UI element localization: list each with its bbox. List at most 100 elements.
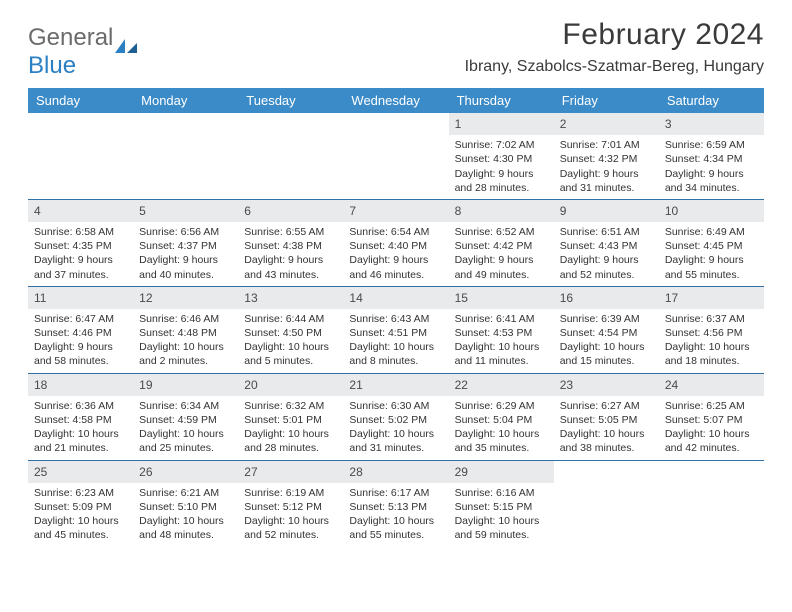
- sunrise-text: Sunrise: 6:46 AM: [139, 312, 232, 326]
- day-number: 3: [659, 113, 764, 135]
- day-number: 13: [238, 287, 343, 309]
- title-block: February 2024 Ibrany, Szabolcs-Szatmar-B…: [465, 18, 764, 84]
- day-cell: [28, 113, 133, 199]
- calendar-page: General Blue February 2024 Ibrany, Szabo…: [0, 0, 792, 564]
- sunrise-text: Sunrise: 6:32 AM: [244, 399, 337, 413]
- daylight-text: Daylight: 10 hours and 21 minutes.: [34, 427, 127, 455]
- sunset-text: Sunset: 4:56 PM: [665, 326, 758, 340]
- day-details: Sunrise: 6:44 AMSunset: 4:50 PMDaylight:…: [238, 309, 343, 373]
- weekday-row: Sunday Monday Tuesday Wednesday Thursday…: [28, 88, 764, 113]
- daylight-text: Daylight: 10 hours and 35 minutes.: [455, 427, 548, 455]
- daylight-text: Daylight: 10 hours and 28 minutes.: [244, 427, 337, 455]
- calendar-table: Sunday Monday Tuesday Wednesday Thursday…: [28, 88, 764, 546]
- day-details: Sunrise: 6:29 AMSunset: 5:04 PMDaylight:…: [449, 396, 554, 460]
- day-number: 18: [28, 374, 133, 396]
- sunrise-text: Sunrise: 6:17 AM: [349, 486, 442, 500]
- sunset-text: Sunset: 5:07 PM: [665, 413, 758, 427]
- calendar-head: Sunday Monday Tuesday Wednesday Thursday…: [28, 88, 764, 113]
- sunrise-text: Sunrise: 6:34 AM: [139, 399, 232, 413]
- sunset-text: Sunset: 5:01 PM: [244, 413, 337, 427]
- day-cell: 27Sunrise: 6:19 AMSunset: 5:12 PMDayligh…: [238, 460, 343, 546]
- day-number: 14: [343, 287, 448, 309]
- daylight-text: Daylight: 9 hours and 58 minutes.: [34, 340, 127, 368]
- logo-sail-icon: [115, 32, 137, 46]
- location-subtitle: Ibrany, Szabolcs-Szatmar-Bereg, Hungary: [465, 58, 764, 76]
- day-cell: 5Sunrise: 6:56 AMSunset: 4:37 PMDaylight…: [133, 199, 238, 286]
- sunset-text: Sunset: 5:10 PM: [139, 500, 232, 514]
- day-cell: 19Sunrise: 6:34 AMSunset: 4:59 PMDayligh…: [133, 373, 238, 460]
- day-number: 27: [238, 461, 343, 483]
- day-number: 9: [554, 200, 659, 222]
- day-cell: 24Sunrise: 6:25 AMSunset: 5:07 PMDayligh…: [659, 373, 764, 460]
- sunrise-text: Sunrise: 6:41 AM: [455, 312, 548, 326]
- sunset-text: Sunset: 4:48 PM: [139, 326, 232, 340]
- daylight-text: Daylight: 10 hours and 5 minutes.: [244, 340, 337, 368]
- daylight-text: Daylight: 9 hours and 40 minutes.: [139, 253, 232, 281]
- day-number: 29: [449, 461, 554, 483]
- day-number: 10: [659, 200, 764, 222]
- day-details: Sunrise: 6:16 AMSunset: 5:15 PMDaylight:…: [449, 483, 554, 547]
- day-number: 17: [659, 287, 764, 309]
- day-number: 4: [28, 200, 133, 222]
- day-number: 16: [554, 287, 659, 309]
- day-cell: 22Sunrise: 6:29 AMSunset: 5:04 PMDayligh…: [449, 373, 554, 460]
- day-cell: 3Sunrise: 6:59 AMSunset: 4:34 PMDaylight…: [659, 113, 764, 199]
- day-details: Sunrise: 6:56 AMSunset: 4:37 PMDaylight:…: [133, 222, 238, 286]
- sunset-text: Sunset: 4:58 PM: [34, 413, 127, 427]
- sunset-text: Sunset: 4:30 PM: [455, 152, 548, 166]
- day-details: Sunrise: 6:54 AMSunset: 4:40 PMDaylight:…: [343, 222, 448, 286]
- day-cell: 17Sunrise: 6:37 AMSunset: 4:56 PMDayligh…: [659, 286, 764, 373]
- sunrise-text: Sunrise: 6:51 AM: [560, 225, 653, 239]
- day-number: 24: [659, 374, 764, 396]
- day-number: 8: [449, 200, 554, 222]
- sunrise-text: Sunrise: 6:37 AM: [665, 312, 758, 326]
- month-title: February 2024: [465, 18, 764, 52]
- sunset-text: Sunset: 4:35 PM: [34, 239, 127, 253]
- sunset-text: Sunset: 4:54 PM: [560, 326, 653, 340]
- sunrise-text: Sunrise: 6:21 AM: [139, 486, 232, 500]
- sunrise-text: Sunrise: 6:56 AM: [139, 225, 232, 239]
- day-cell: 7Sunrise: 6:54 AMSunset: 4:40 PMDaylight…: [343, 199, 448, 286]
- day-details: Sunrise: 6:58 AMSunset: 4:35 PMDaylight:…: [28, 222, 133, 286]
- day-cell: 2Sunrise: 7:01 AMSunset: 4:32 PMDaylight…: [554, 113, 659, 199]
- sunset-text: Sunset: 5:13 PM: [349, 500, 442, 514]
- sunrise-text: Sunrise: 6:23 AM: [34, 486, 127, 500]
- sunset-text: Sunset: 4:32 PM: [560, 152, 653, 166]
- weekday-header: Wednesday: [343, 88, 448, 113]
- sunset-text: Sunset: 5:02 PM: [349, 413, 442, 427]
- day-cell: 11Sunrise: 6:47 AMSunset: 4:46 PMDayligh…: [28, 286, 133, 373]
- sunset-text: Sunset: 4:51 PM: [349, 326, 442, 340]
- sunset-text: Sunset: 4:43 PM: [560, 239, 653, 253]
- day-cell: 1Sunrise: 7:02 AMSunset: 4:30 PMDaylight…: [449, 113, 554, 199]
- sunset-text: Sunset: 4:45 PM: [665, 239, 758, 253]
- weekday-header: Sunday: [28, 88, 133, 113]
- day-cell: 8Sunrise: 6:52 AMSunset: 4:42 PMDaylight…: [449, 199, 554, 286]
- weekday-header: Thursday: [449, 88, 554, 113]
- daylight-text: Daylight: 9 hours and 34 minutes.: [665, 167, 758, 195]
- sunset-text: Sunset: 5:09 PM: [34, 500, 127, 514]
- daylight-text: Daylight: 10 hours and 8 minutes.: [349, 340, 442, 368]
- day-cell: 4Sunrise: 6:58 AMSunset: 4:35 PMDaylight…: [28, 199, 133, 286]
- day-number: 11: [28, 287, 133, 309]
- sunset-text: Sunset: 5:15 PM: [455, 500, 548, 514]
- day-cell: 15Sunrise: 6:41 AMSunset: 4:53 PMDayligh…: [449, 286, 554, 373]
- day-number: 23: [554, 374, 659, 396]
- day-number: 28: [343, 461, 448, 483]
- sunrise-text: Sunrise: 6:36 AM: [34, 399, 127, 413]
- sunrise-text: Sunrise: 6:43 AM: [349, 312, 442, 326]
- sunset-text: Sunset: 4:34 PM: [665, 152, 758, 166]
- sunrise-text: Sunrise: 6:54 AM: [349, 225, 442, 239]
- day-cell: 12Sunrise: 6:46 AMSunset: 4:48 PMDayligh…: [133, 286, 238, 373]
- day-cell: 6Sunrise: 6:55 AMSunset: 4:38 PMDaylight…: [238, 199, 343, 286]
- sunset-text: Sunset: 5:12 PM: [244, 500, 337, 514]
- sunrise-text: Sunrise: 6:58 AM: [34, 225, 127, 239]
- day-number: 1: [449, 113, 554, 135]
- day-details: Sunrise: 6:37 AMSunset: 4:56 PMDaylight:…: [659, 309, 764, 373]
- day-details: Sunrise: 6:27 AMSunset: 5:05 PMDaylight:…: [554, 396, 659, 460]
- sunrise-text: Sunrise: 6:19 AM: [244, 486, 337, 500]
- day-number: 5: [133, 200, 238, 222]
- day-cell: 29Sunrise: 6:16 AMSunset: 5:15 PMDayligh…: [449, 460, 554, 546]
- day-number: 26: [133, 461, 238, 483]
- sunrise-text: Sunrise: 6:49 AM: [665, 225, 758, 239]
- day-details: Sunrise: 6:21 AMSunset: 5:10 PMDaylight:…: [133, 483, 238, 547]
